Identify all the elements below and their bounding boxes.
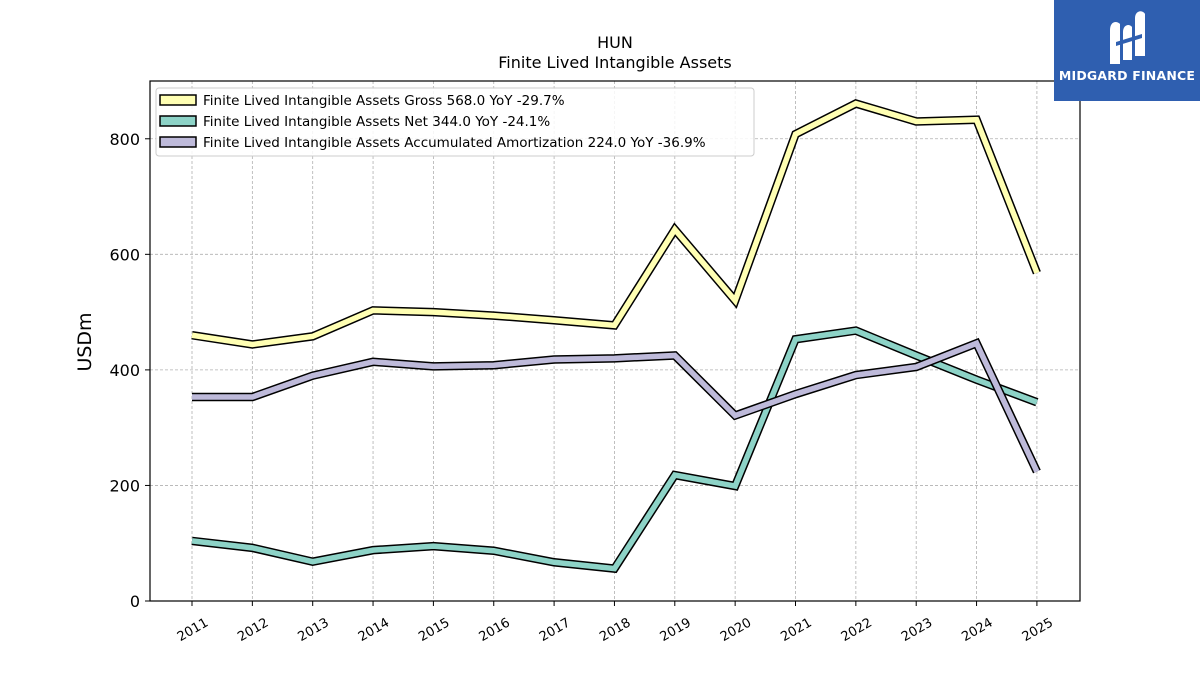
x-tick-label: 2019	[658, 615, 694, 645]
chart-title: HUN	[597, 33, 633, 52]
x-tick-label: 2016	[477, 615, 513, 645]
legend: Finite Lived Intangible Assets Gross 568…	[155, 87, 755, 157]
legend-swatch	[159, 136, 197, 148]
brand-name: MIDGARD FINANCE	[1058, 68, 1196, 83]
x-tick-label: 2024	[959, 615, 995, 645]
legend-entry: Finite Lived Intangible Assets Net 344.0…	[203, 114, 550, 130]
y-tick-label: 400	[109, 361, 140, 380]
y-axis: 0 200 400 600 800	[109, 130, 150, 611]
y-tick-label: 800	[109, 130, 140, 149]
y-tick-label: 200	[109, 476, 140, 495]
legend-swatch	[159, 94, 197, 106]
y-tick-label: 0	[130, 592, 140, 611]
x-axis: 2011 2012 2013 2014 2015 2016 2017 2018 2019 2020…	[175, 601, 1056, 645]
x-tick-label: 2018	[597, 615, 633, 645]
series-line	[192, 339, 1040, 473]
plot-frame	[149, 80, 1081, 602]
chart-subtitle: Finite Lived Intangible Assets	[498, 53, 731, 72]
x-tick-label: 2015	[416, 615, 452, 645]
legend-entry: Finite Lived Intangible Assets Accumulat…	[203, 135, 706, 151]
x-tick-label: 2023	[899, 615, 935, 645]
legend-entry: Finite Lived Intangible Assets Gross 568…	[203, 93, 565, 109]
x-tick-label: 2011	[175, 615, 211, 645]
midgard-logo-icon	[1110, 11, 1145, 64]
brand-logo: MIDGARD FINANCE	[1054, 0, 1200, 101]
x-tick-label: 2022	[839, 615, 875, 645]
x-tick-label: 2025	[1020, 615, 1056, 645]
y-tick-label: 600	[109, 245, 140, 264]
legend-swatch	[159, 115, 197, 127]
series-line	[191, 100, 1040, 348]
series-line	[191, 327, 1038, 572]
x-tick-label: 2021	[778, 615, 814, 645]
x-tick-label: 2020	[718, 615, 754, 645]
x-tick-label: 2014	[356, 615, 392, 645]
y-axis-label: USDm	[74, 312, 96, 371]
x-tick-label: 2017	[537, 615, 573, 645]
legend-box	[155, 87, 755, 157]
series-lines	[191, 98, 1041, 574]
x-tick-label: 2013	[296, 615, 332, 645]
x-tick-label: 2012	[235, 615, 271, 645]
